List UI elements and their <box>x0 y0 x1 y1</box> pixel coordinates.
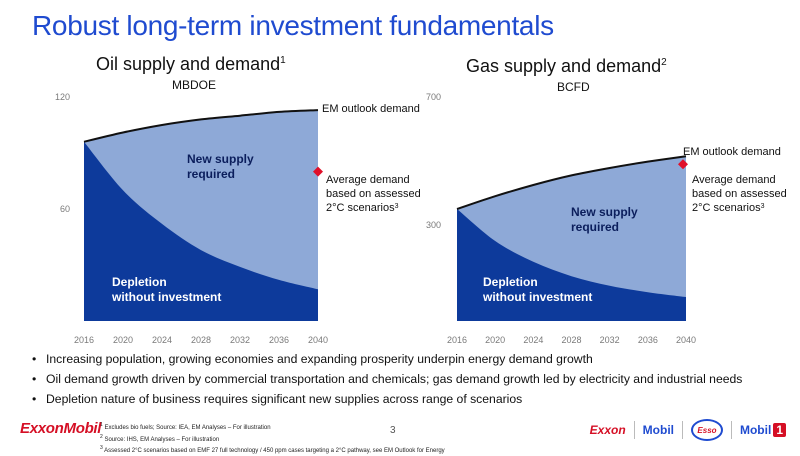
oil-chart-title-text: Oil supply and demand <box>96 54 281 74</box>
gas-chart-title-sup: 2 <box>661 57 667 68</box>
footnote-text: Excludes bio fuels; Source: IEA, EM Anal… <box>104 425 271 431</box>
depletion-area <box>84 141 318 321</box>
x-tick-label: 2040 <box>676 335 696 345</box>
marker-diamond-icon <box>678 159 688 170</box>
bullet-item: • Increasing population, growing economie… <box>32 352 742 366</box>
y-tick-label: 60 <box>60 204 70 214</box>
x-tick-label: 2024 <box>152 335 172 345</box>
brand-divider <box>633 421 635 439</box>
esso-logo: Esso <box>690 419 723 441</box>
gas-chart-title: Gas supply and demand2 <box>466 56 667 77</box>
x-tick-label: 2028 <box>191 335 211 345</box>
bullet-dot-icon: • <box>32 372 37 386</box>
demand-line <box>83 109 319 143</box>
bullet-item: • Depletion nature of business requires s… <box>32 392 742 406</box>
demand-series-label: EM outlook demand <box>322 103 420 115</box>
y-tick-label: 700 <box>426 92 441 102</box>
x-tick-label: 2016 <box>447 335 467 345</box>
marker-diamond-icon <box>313 166 323 177</box>
mobil1-text: Mobil <box>739 423 772 437</box>
depletion-area <box>457 209 686 321</box>
bullet-item: • Oil demand growth driven by commercial … <box>32 372 742 386</box>
brand-logos: Exxon Mobil Esso Mobil 1 <box>590 419 786 441</box>
new-supply-label: New supply required <box>187 152 254 181</box>
x-tick-label: 2020 <box>113 335 133 345</box>
y-tick-label: 120 <box>55 92 70 102</box>
footnote-sup: 2 <box>100 433 103 440</box>
oil-chart-title: Oil supply and demand1 <box>96 54 286 75</box>
exxonmobil-logo: ExxonMobil <box>20 420 102 437</box>
bullet-list: • Increasing population, growing economie… <box>32 352 742 412</box>
footnote-text: Assessed 2°C scenarios based on EMF 27 f… <box>104 448 445 454</box>
gas-chart-unit: BCFD <box>557 80 590 94</box>
slide-title: Robust long-term investment fundamentals <box>32 10 554 41</box>
footnote: 2 Source: IHS, EM Analyses – For illustr… <box>100 433 445 445</box>
depletion-label: Depletion without investment <box>482 275 592 304</box>
demand-line <box>456 155 687 210</box>
bullet-text: Oil demand growth driven by commercial t… <box>46 372 743 386</box>
bullet-text: Increasing population, growing economies… <box>46 352 593 366</box>
x-tick-label: 2024 <box>523 335 543 345</box>
depletion-label: Depletion without investment <box>111 275 221 304</box>
mobil-logo: Mobil <box>642 423 674 437</box>
footnote-text: Source: IHS, EM Analyses – For illustrat… <box>104 436 220 443</box>
page-number: 3 <box>390 425 396 436</box>
gas-chart-title-text: Gas supply and demand <box>466 56 662 76</box>
new-supply-label: New supply required <box>571 205 638 234</box>
footnote: 1 Excludes bio fuels; Source: IEA, EM An… <box>100 421 445 433</box>
x-tick-label: 2036 <box>638 335 658 345</box>
mobil1-logo: Mobil 1 <box>740 423 786 437</box>
charts-canvas: 120 60 2016 2020 2024 2028 2032 2036 2040 EM outl… <box>55 92 787 345</box>
x-tick-label: 2040 <box>308 335 328 345</box>
mobil1-number: 1 <box>773 423 786 437</box>
x-tick-label: 2036 <box>269 335 289 345</box>
bullet-dot-icon: • <box>32 392 37 406</box>
x-tick-label: 2032 <box>600 335 620 345</box>
x-tick-label: 2032 <box>230 335 250 345</box>
brand-divider <box>681 421 683 439</box>
marker-label: Average demand based on assessed 2°C scena… <box>326 174 421 214</box>
oil-chart-title-sup: 1 <box>280 55 286 66</box>
brand-divider <box>730 421 732 439</box>
oil-chart-unit: MBDOE <box>172 78 217 92</box>
footnote-sup: 1 <box>100 422 103 428</box>
marker-label: Average demand based on assessed 2°C scena… <box>692 174 787 214</box>
x-tick-label: 2028 <box>561 335 581 345</box>
bullet-text: Depletion nature of business requires si… <box>46 392 523 406</box>
bullet-dot-icon: • <box>32 352 37 366</box>
demand-series-label: EM outlook demand <box>683 146 781 158</box>
footnote-sup: 3 <box>100 445 103 451</box>
y-tick-label: 300 <box>426 220 441 230</box>
x-tick-label: 2016 <box>74 335 94 345</box>
exxon-logo: Exxon <box>589 423 626 437</box>
x-tick-label: 2020 <box>485 335 505 345</box>
